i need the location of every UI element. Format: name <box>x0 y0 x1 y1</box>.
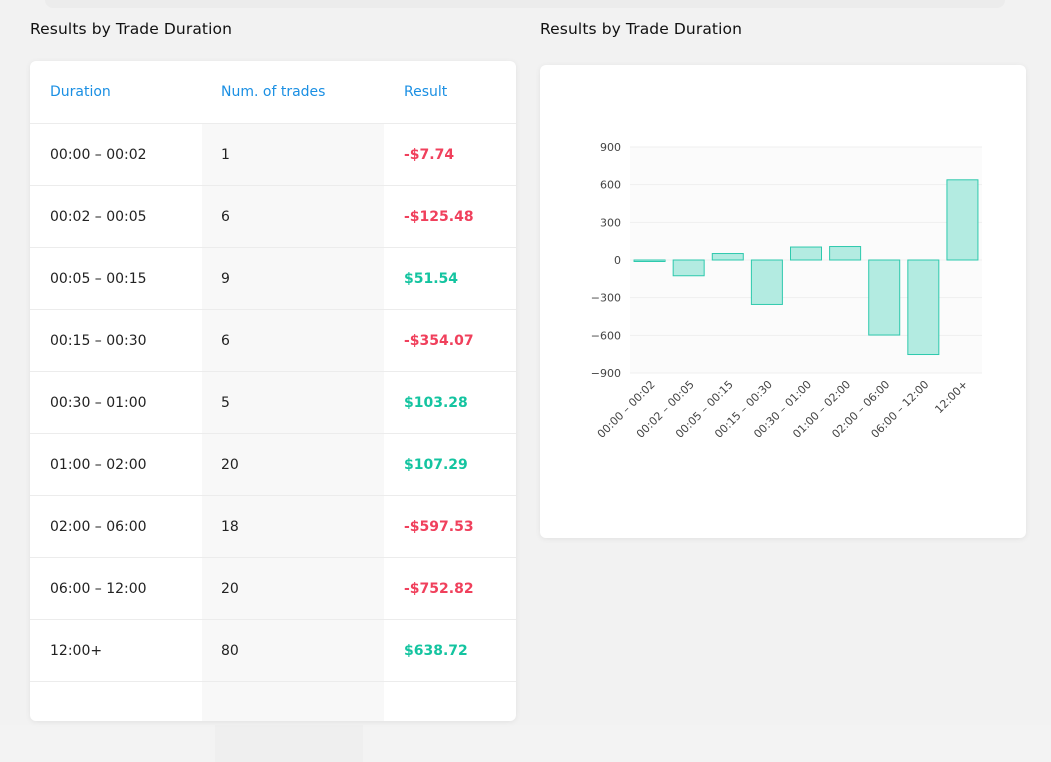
bottom-strip <box>215 725 363 762</box>
table-header-row: Duration Num. of trades Result <box>30 61 516 123</box>
table-section-title: Results by Trade Duration <box>30 20 233 38</box>
table-row: 02:00 – 06:00 18 -$597.53 <box>30 495 516 558</box>
bar <box>868 259 901 336</box>
duration-cell: 00:15 – 00:30 <box>50 333 147 349</box>
result-cell: -$597.53 <box>404 519 474 535</box>
chart-card: 900 600 300 0 −300 −600 −900 00:00 – 00:02 00:02… <box>540 65 1026 538</box>
result-cell: -$7.74 <box>404 147 455 163</box>
table-row: 00:02 – 00:05 6 -$125.48 <box>30 185 516 248</box>
num-trades-cell: 80 <box>221 643 239 659</box>
column-shade <box>202 123 384 721</box>
top-card-edge <box>45 0 1005 8</box>
num-trades-cell: 18 <box>221 519 239 535</box>
y-tick-label: 600 <box>600 179 621 192</box>
num-trades-cell: 5 <box>221 395 230 411</box>
result-cell: $638.72 <box>404 643 468 659</box>
bar <box>672 259 705 277</box>
result-cell: -$752.82 <box>404 581 474 597</box>
result-cell: -$125.48 <box>404 209 474 225</box>
bar <box>907 259 940 356</box>
table-row: 00:30 – 01:00 5 $103.28 <box>30 371 516 434</box>
header-duration[interactable]: Duration <box>50 84 111 100</box>
result-cell: -$354.07 <box>404 333 474 349</box>
duration-cell: 00:00 – 00:02 <box>50 147 147 163</box>
y-tick-label: −300 <box>591 292 621 305</box>
y-tick-label: −900 <box>591 367 621 380</box>
num-trades-cell: 20 <box>221 581 239 597</box>
duration-cell: 00:02 – 00:05 <box>50 209 147 225</box>
duration-cell: 00:30 – 01:00 <box>50 395 147 411</box>
chart-section-title: Results by Trade Duration <box>540 20 743 38</box>
duration-cell: 00:05 – 00:15 <box>50 271 147 287</box>
duration-cell: 06:00 – 12:00 <box>50 581 147 597</box>
num-trades-cell: 9 <box>221 271 230 287</box>
table-row: 00:00 – 00:02 1 -$7.74 <box>30 123 516 186</box>
bar <box>790 246 822 261</box>
result-cell: $107.29 <box>404 457 468 473</box>
table-row: 00:05 – 00:15 9 $51.54 <box>30 247 516 310</box>
result-cell: $103.28 <box>404 395 468 411</box>
bar <box>829 246 862 261</box>
results-table: Duration Num. of trades Result 00:00 – 0… <box>30 61 516 721</box>
y-tick-label: 900 <box>600 141 621 154</box>
num-trades-cell: 6 <box>221 209 230 225</box>
y-tick-label: −600 <box>591 329 621 342</box>
y-tick-label: 300 <box>600 216 621 229</box>
bar <box>633 259 666 262</box>
bar <box>750 259 783 305</box>
num-trades-cell: 1 <box>221 147 230 163</box>
table-empty-row <box>30 681 516 721</box>
result-cell: $51.54 <box>404 271 459 287</box>
num-trades-cell: 20 <box>221 457 239 473</box>
num-trades-cell: 6 <box>221 333 230 349</box>
table-row: 12:00+ 80 $638.72 <box>30 619 516 682</box>
table-row: 00:15 – 00:30 6 -$354.07 <box>30 309 516 372</box>
duration-cell: 12:00+ <box>50 643 103 659</box>
bar <box>946 179 979 261</box>
duration-cell: 01:00 – 02:00 <box>50 457 147 473</box>
duration-cell: 02:00 – 06:00 <box>50 519 147 535</box>
header-num-trades[interactable]: Num. of trades <box>221 84 326 100</box>
bar <box>711 253 744 261</box>
x-tick-label: 12:00+ <box>932 378 970 416</box>
table-row: 06:00 – 12:00 20 -$752.82 <box>30 557 516 620</box>
header-result[interactable]: Result <box>404 84 448 100</box>
y-tick-label: 0 <box>614 254 621 267</box>
table-row: 01:00 – 02:00 20 $107.29 <box>30 433 516 496</box>
